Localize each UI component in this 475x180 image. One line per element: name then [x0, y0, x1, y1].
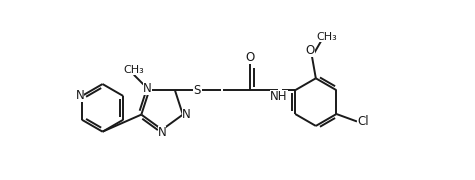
Text: N: N: [143, 82, 152, 95]
Text: N: N: [76, 89, 85, 102]
Text: NH: NH: [270, 90, 288, 103]
Text: N: N: [158, 126, 166, 139]
Text: N: N: [181, 108, 190, 121]
Text: Cl: Cl: [357, 115, 369, 128]
Text: O: O: [246, 51, 255, 64]
Text: S: S: [193, 84, 200, 97]
Text: CH₃: CH₃: [124, 65, 144, 75]
Text: CH₃: CH₃: [316, 32, 337, 42]
Text: O: O: [305, 44, 314, 57]
